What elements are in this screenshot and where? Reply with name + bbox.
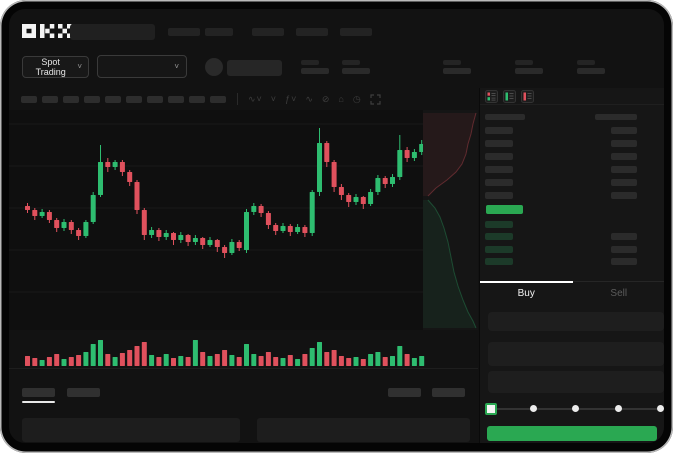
pair-selector-dropdown[interactable]: ˅ — [97, 55, 187, 78]
bid-price-skeleton[interactable] — [485, 246, 513, 253]
book-view-asks-icon[interactable] — [521, 90, 534, 103]
buy-submit-button[interactable] — [487, 426, 657, 441]
history-icon[interactable]: ◷ — [352, 93, 362, 104]
bid-total-skeleton[interactable] — [611, 258, 637, 265]
orders-tab-skeleton[interactable] — [22, 388, 55, 397]
indicators-icon[interactable]: ƒ˅ — [285, 94, 298, 104]
price-column-header-skeleton — [485, 114, 525, 120]
panel-action-skeleton[interactable] — [432, 388, 465, 397]
trading-app: Spot Trading ˅ ˅ — [9, 9, 664, 443]
chart-toolbar: ∿˅ ˅ ƒ˅ ∿ ⊘ ⌂ ◷ — [9, 88, 478, 110]
assets-panel-skeleton — [257, 418, 470, 442]
ask-price-skeleton[interactable] — [485, 140, 513, 147]
book-view-combined-icon[interactable] — [485, 90, 498, 103]
chevron-down-icon: ˅ — [174, 61, 179, 71]
interval-button-skeleton[interactable] — [84, 95, 100, 103]
pair-name-skeleton — [227, 60, 282, 76]
sell-tab[interactable]: Sell — [610, 287, 628, 299]
trade-side-tabs: Buy Sell — [480, 281, 664, 305]
interval-button-skeleton[interactable] — [189, 95, 205, 103]
bid-total-skeleton[interactable] — [611, 233, 637, 240]
active-tab-underline — [22, 401, 55, 403]
ask-total-skeleton[interactable] — [611, 140, 637, 147]
wave-tool-icon[interactable]: ∿ — [305, 93, 314, 104]
line-type-icon[interactable]: ∿˅ — [248, 93, 263, 104]
interval-button-skeleton[interactable] — [168, 95, 184, 103]
chevron-down-icon: ˅ — [77, 62, 82, 71]
search-bar[interactable] — [70, 24, 155, 40]
ask-price-skeleton[interactable] — [485, 166, 513, 173]
interval-button-skeleton[interactable] — [63, 95, 79, 103]
panel-action-skeleton[interactable] — [388, 388, 421, 397]
snapshot-icon[interactable]: ⌂ — [338, 94, 345, 104]
order-history-tab-skeleton[interactable] — [67, 388, 100, 397]
compare-icon[interactable]: ⊘ — [321, 93, 331, 104]
bid-price-skeleton[interactable] — [485, 221, 513, 228]
section-divider — [9, 368, 478, 369]
order-book-panel: Buy Sell — [479, 88, 664, 443]
amount-input-skeleton[interactable] — [488, 342, 664, 366]
buy-tab[interactable]: Buy — [480, 281, 573, 305]
candlestick-chart[interactable] — [9, 110, 478, 330]
nav-item-skeleton[interactable] — [296, 28, 328, 36]
total-column-header-skeleton — [595, 114, 637, 120]
slider-stop-2[interactable] — [572, 405, 579, 412]
ask-total-skeleton[interactable] — [611, 192, 637, 199]
market-type-label: Spot Trading — [35, 57, 66, 77]
bid-price-skeleton[interactable] — [485, 258, 513, 265]
slider-stop-3[interactable] — [615, 405, 622, 412]
slider-stop-0[interactable] — [485, 403, 497, 415]
total-input-skeleton[interactable] — [488, 371, 664, 393]
okx-logo — [22, 24, 72, 38]
nav-item-skeleton[interactable] — [168, 28, 200, 36]
interval-button-skeleton[interactable] — [105, 95, 121, 103]
slider-stop-4[interactable] — [657, 405, 664, 412]
ask-price-skeleton[interactable] — [485, 153, 513, 160]
ask-price-skeleton[interactable] — [485, 192, 513, 199]
ask-total-skeleton[interactable] — [611, 166, 637, 173]
interval-button-skeleton[interactable] — [147, 95, 163, 103]
divider — [480, 104, 664, 105]
nav-item-skeleton[interactable] — [340, 28, 372, 36]
interval-chevron-icon[interactable]: ˅ — [270, 94, 278, 104]
market-type-dropdown[interactable]: Spot Trading ˅ — [22, 56, 89, 78]
ask-total-skeleton[interactable] — [611, 153, 637, 160]
fullscreen-icon[interactable] — [370, 93, 381, 105]
nav-item-skeleton[interactable] — [205, 28, 233, 36]
ask-total-skeleton[interactable] — [611, 179, 637, 186]
ask-price-skeleton[interactable] — [485, 127, 513, 134]
coin-avatar — [205, 58, 223, 76]
ask-price-skeleton[interactable] — [485, 179, 513, 186]
open-orders-panel-skeleton — [22, 418, 240, 442]
last-price-indicator — [486, 205, 523, 214]
interval-button-skeleton[interactable] — [210, 95, 226, 103]
ask-total-skeleton[interactable] — [611, 127, 637, 134]
slider-stop-1[interactable] — [530, 405, 537, 412]
interval-button-skeleton[interactable] — [126, 95, 142, 103]
bid-price-skeleton[interactable] — [485, 233, 513, 240]
interval-button-skeleton[interactable] — [21, 95, 37, 103]
nav-item-skeleton[interactable] — [252, 28, 284, 36]
interval-button-skeleton[interactable] — [42, 95, 58, 103]
bid-total-skeleton[interactable] — [611, 246, 637, 253]
volume-histogram — [9, 336, 478, 366]
price-input-skeleton[interactable] — [488, 312, 664, 331]
toolbar-divider — [237, 93, 238, 105]
book-view-bids-icon[interactable] — [503, 90, 516, 103]
amount-slider[interactable] — [480, 401, 664, 417]
